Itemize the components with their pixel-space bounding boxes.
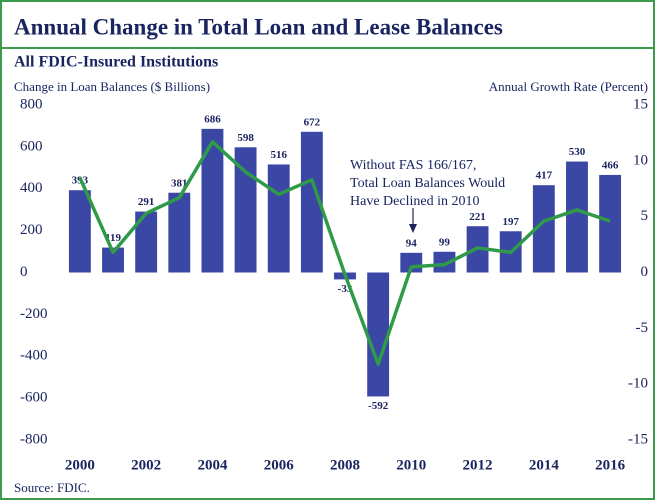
- y2-tick-label: 15: [633, 96, 648, 112]
- bar: [433, 251, 456, 273]
- bar-value-label: 466: [602, 159, 619, 171]
- bar-value-label: 516: [270, 149, 287, 161]
- bar: [367, 272, 390, 397]
- x-tick-label: 2000: [65, 457, 95, 473]
- bar: [68, 190, 91, 273]
- annotation: Have Declined in 2010: [350, 194, 479, 209]
- bar-value-label: 530: [569, 146, 586, 158]
- y-tick-label: -800: [20, 431, 48, 447]
- annotation: Total Loan Balances Would: [350, 176, 505, 191]
- y-tick-label: 800: [20, 96, 43, 112]
- bar: [234, 147, 257, 273]
- bar: [566, 161, 588, 273]
- bar: [201, 128, 224, 273]
- x-tick-label: 2008: [330, 457, 360, 473]
- x-tick-label: 2014: [529, 457, 560, 473]
- bar-value-label: 197: [502, 216, 519, 228]
- x-tick-label: 2016: [595, 457, 626, 473]
- bar-value-label: 672: [304, 116, 321, 128]
- subtitle: All FDIC-Insured Institutions: [14, 54, 218, 71]
- y-axis-label: Change in Loan Balances ($ Billions): [14, 79, 210, 94]
- y-tick-label: 0: [20, 264, 28, 280]
- x-tick-label: 2006: [264, 457, 295, 473]
- y-tick-label: 400: [20, 180, 43, 196]
- bar: [135, 211, 158, 273]
- bar: [168, 192, 191, 273]
- y2-tick-label: 10: [633, 152, 648, 168]
- bar: [267, 164, 290, 273]
- y2-tick-label: 5: [641, 208, 649, 224]
- y2-tick-label: -5: [636, 320, 649, 336]
- y-tick-label: 200: [20, 222, 43, 238]
- y2-tick-label: -10: [628, 376, 648, 392]
- growth-line: [78, 140, 611, 366]
- x-tick-label: 2002: [131, 457, 161, 473]
- source: Source: FDIC.: [14, 480, 90, 495]
- y2-tick-label: 0: [641, 264, 649, 280]
- bar-value-label: 291: [138, 196, 155, 208]
- bar: [599, 174, 622, 273]
- annotation-arrowhead: [409, 224, 417, 233]
- y2-tick-label: -15: [628, 431, 648, 447]
- y-tick-label: 600: [20, 138, 43, 154]
- y-tick-label: -200: [20, 306, 48, 322]
- bar-value-label: 99: [439, 236, 451, 248]
- chart-title: Annual Change in Total Loan and Lease Ba…: [14, 14, 503, 39]
- bar: [532, 185, 555, 273]
- bar-value-label: 221: [469, 211, 486, 223]
- bar-value-label: 381: [171, 177, 188, 189]
- bar-value-label: 94: [406, 237, 418, 249]
- bar-value-label: 686: [204, 113, 221, 125]
- annotation: Without FAS 166/167,: [350, 158, 476, 173]
- bar-value-label: 417: [536, 170, 553, 182]
- y-tick-label: -600: [20, 390, 48, 406]
- bar: [102, 247, 124, 273]
- x-tick-label: 2012: [463, 457, 493, 473]
- bar-value-label: 598: [237, 132, 254, 144]
- bar-value-label: -592: [368, 400, 389, 412]
- bar: [300, 131, 323, 273]
- y2-axis-label: Annual Growth Rate (Percent): [489, 79, 648, 94]
- y-tick-label: -400: [20, 348, 48, 364]
- x-tick-label: 2010: [396, 457, 426, 473]
- x-tick-label: 2004: [197, 457, 228, 473]
